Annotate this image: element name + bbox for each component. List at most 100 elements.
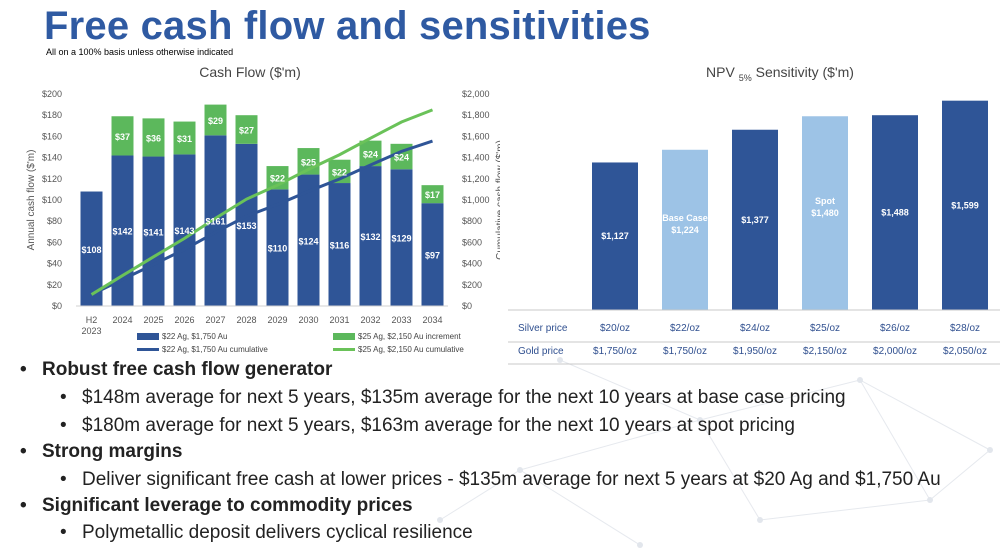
legend-label: $25 Ag, $2,150 Au cumulative <box>358 345 464 354</box>
bullet-text: Significant leverage to commodity prices <box>42 495 413 516</box>
npv-bar-label: $1,224 <box>671 225 699 235</box>
npv-title-suffix: Sensitivity ($'m) <box>755 64 854 80</box>
bar-base-label: $153 <box>236 221 256 231</box>
bar-base-label: $141 <box>143 227 163 237</box>
npv-title-subscript: 5% <box>738 72 752 83</box>
x-tick-label: 2030 <box>298 315 318 325</box>
npv-bar-tag: Base Case <box>662 213 708 223</box>
bar-base <box>235 143 258 306</box>
bullet-text: $148m average for next 5 years, $135m av… <box>82 387 846 408</box>
y-tick-label: $100 <box>42 195 62 205</box>
npv-bar-label: $1,127 <box>601 231 629 241</box>
y2-tick-label: $600 <box>462 237 482 247</box>
bar-increment <box>359 140 382 167</box>
y-tick-label: $0 <box>52 301 62 311</box>
table-cell: $2,050/oz <box>943 346 987 357</box>
bar-increment <box>204 104 227 136</box>
bar-base-label: $161 <box>205 217 225 227</box>
bullet-heading: • Strong margins <box>20 441 182 463</box>
y2-tick-label: $1,600 <box>462 131 490 141</box>
bullet-icon: • <box>60 387 67 408</box>
y-tick-label: $40 <box>47 259 62 269</box>
y2-tick-label: $1,400 <box>462 153 490 163</box>
bullet-subitem: • $180m average for next 5 years, $163m a… <box>60 415 795 437</box>
line-base-cumulative <box>90 139 433 296</box>
bar-base-label: $132 <box>360 232 380 242</box>
y-tick-label: $80 <box>47 216 62 226</box>
table-cell: $2,000/oz <box>873 346 917 357</box>
bar-increment <box>235 115 258 144</box>
bullet-icon: • <box>60 469 67 490</box>
table-row-label: Silver price <box>518 323 568 334</box>
bar-base <box>173 154 196 306</box>
bar-base <box>421 203 444 306</box>
y2-tick-label: $0 <box>462 301 472 311</box>
y-tick-label: $120 <box>42 174 62 184</box>
bullet-text: Deliver significant free cash at lower p… <box>82 469 941 490</box>
x-tick-label: 2029 <box>267 315 287 325</box>
bullet-heading: • Robust free cash flow generator <box>20 359 332 381</box>
table-cell: $2,150/oz <box>803 346 847 357</box>
table-cell: $20/oz <box>600 323 630 334</box>
npv-bar-label: $1,599 <box>951 200 979 210</box>
y2-axis-label: Cumulative cash flow ($'m) <box>495 140 500 260</box>
bar-base-label: $97 <box>425 251 440 261</box>
y2-tick-label: $800 <box>462 216 482 226</box>
bar-increment-label: $17 <box>425 190 440 200</box>
npv-title-main: NPV <box>706 64 735 80</box>
bullet-subitem: • Deliver significant free cash at lower … <box>60 469 941 491</box>
table-cell: $1,750/oz <box>593 346 637 357</box>
bullet-icon: • <box>60 415 67 436</box>
bar-increment-label: $29 <box>208 116 223 126</box>
table-cell: $1,950/oz <box>733 346 777 357</box>
cash-flow-chart: $0 $20 $40 $60 $80 $100 $120 $140 $160 $180 $200 $0… <box>26 89 500 354</box>
npv-bar-label: $1,488 <box>881 208 909 218</box>
x-tick-label: 2034 <box>422 315 442 325</box>
bar-base <box>266 189 289 306</box>
legend-label: $22 Ag, $1,750 Au cumulative <box>162 345 268 354</box>
y-tick-label: $200 <box>42 89 62 99</box>
y-tick-label: $160 <box>42 131 62 141</box>
bar-increment-label: $22 <box>270 174 285 184</box>
npv-chart-title: NPV 5% Sensitivity ($'m) <box>650 64 910 83</box>
bullet-icon: • <box>60 522 67 543</box>
x-tick-label: 2031 <box>329 315 349 325</box>
npv-bar-label: $1,480 <box>811 208 839 218</box>
page-subtitle: All on a 100% basis unless otherwise ind… <box>46 47 234 57</box>
bar-base <box>359 166 382 306</box>
bar-base-label: $129 <box>391 234 411 244</box>
bar-increment-label: $22 <box>332 167 347 177</box>
npv-bar <box>732 129 778 310</box>
y-tick-label: $180 <box>42 110 62 120</box>
bar-increment-label: $24 <box>363 149 378 159</box>
y-tick-label: $20 <box>47 280 62 290</box>
y2-tick-label: $2,000 <box>462 89 490 99</box>
page-title: Free cash flow and sensitivities <box>44 4 651 48</box>
table-cell: $28/oz <box>950 323 980 334</box>
x-tick-label: 2033 <box>391 315 411 325</box>
x-tick-label: 2027 <box>205 315 225 325</box>
npv-bar <box>662 149 708 310</box>
bullet-text: $180m average for next 5 years, $163m av… <box>82 415 795 436</box>
legend-label: $25 Ag, $2,150 Au increment <box>358 332 462 341</box>
y2-tick-label: $1,200 <box>462 174 490 184</box>
bar-increment-label: $37 <box>115 132 130 142</box>
bar-base-label: $124 <box>298 236 318 246</box>
bar-increment-label: $31 <box>177 134 192 144</box>
npv-bar-tag: Spot <box>815 196 835 206</box>
x-tick-label: 2025 <box>143 315 163 325</box>
table-row-label: Gold price <box>518 346 564 357</box>
x-tick-label: H2 2023 <box>81 315 101 336</box>
line-spot-cumulative <box>90 108 434 296</box>
legend-label: $22 Ag, $1,750 Au <box>162 332 227 341</box>
cash-flow-chart-title: Cash Flow ($'m) <box>199 64 301 80</box>
bar-base <box>328 183 351 306</box>
bar-base <box>390 169 413 306</box>
y2-tick-label: $200 <box>462 280 482 290</box>
y2-tick-label: $400 <box>462 259 482 269</box>
npv-sensitivity-chart: $1,127 Base Case $1,224 $1,377 Spot $1,480 $1,… <box>508 100 1000 365</box>
bar-increment <box>421 185 444 204</box>
bar-increment-label: $36 <box>146 133 161 143</box>
bullet-text: Strong margins <box>42 441 183 462</box>
